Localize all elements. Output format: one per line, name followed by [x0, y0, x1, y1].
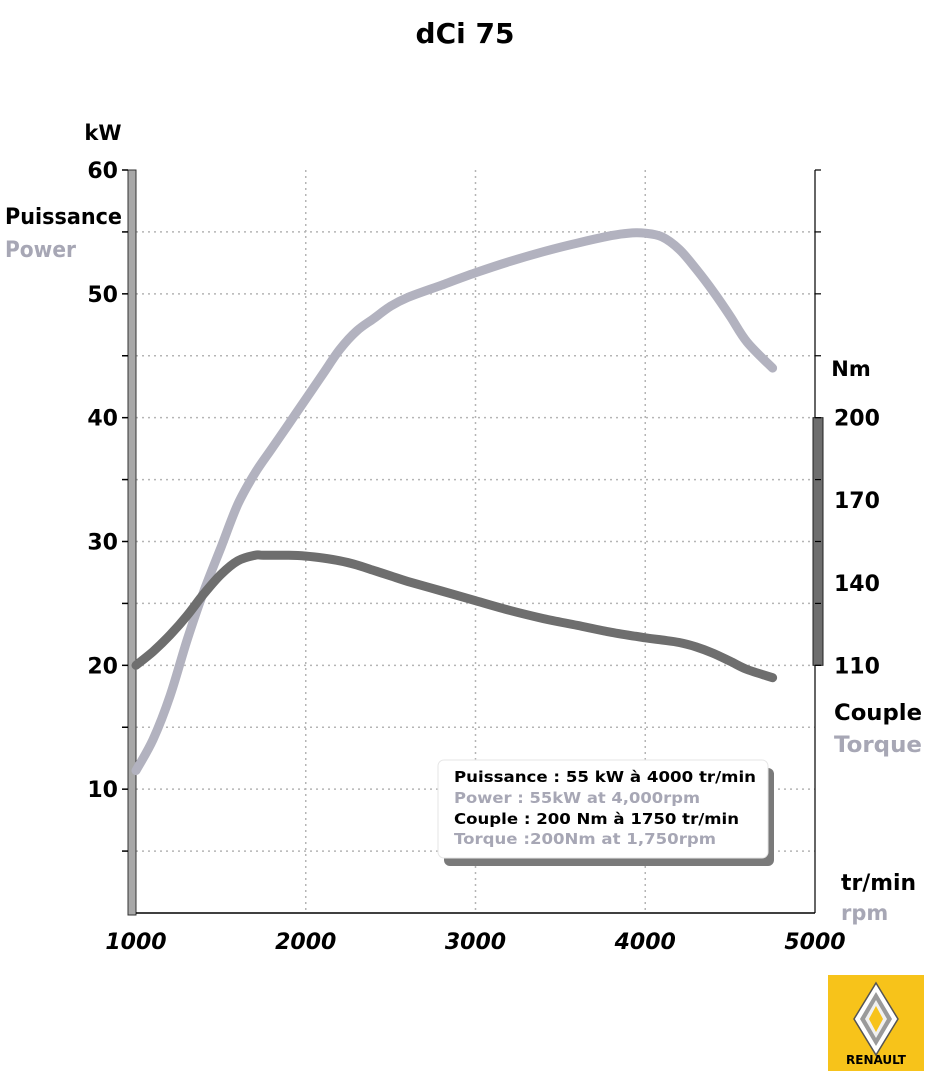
logo-wordmark: RENAULT	[846, 1053, 907, 1067]
power-curve	[131, 228, 778, 776]
legend-line-power-fr: Puissance : 55 kW à 4000 tr/min	[454, 768, 756, 786]
left-axis-label-en: Power	[5, 238, 76, 263]
left-axis-label-fr: Puissance	[5, 205, 122, 230]
right-axis-label-en: Torque	[834, 733, 922, 758]
left-tick-labels: 10 20 30 40 50 60	[87, 159, 118, 803]
right-tick-labels: 110 140 170 200	[834, 407, 880, 680]
left-tick-label: 60	[87, 159, 118, 184]
left-tick-label: 20	[87, 654, 118, 679]
torque-curve	[131, 550, 778, 683]
diamond-icon	[853, 981, 899, 1057]
right-tick-label: 140	[834, 572, 880, 597]
left-tick-label: 40	[87, 407, 118, 432]
legend-line-torque-fr: Couple : 200 Nm à 1750 tr/min	[454, 810, 739, 828]
chart-title: dCi 75	[416, 17, 515, 50]
legend-box-body	[437, 759, 769, 859]
right-tick-label: 110	[834, 654, 880, 679]
left-tick-label: 30	[87, 531, 118, 556]
x-tick-labels: 1000 2000 3000 4000 5000	[105, 930, 845, 955]
x-tick-label: 1000	[105, 930, 166, 955]
left-tick-label: 10	[87, 778, 118, 803]
legend-line-power-en: Power : 55kW at 4,000rpm	[454, 789, 700, 807]
right-tick-label: 200	[834, 407, 880, 432]
renault-logo: RENAULT	[828, 975, 924, 1071]
series-layer	[131, 228, 778, 776]
right-axis-label-fr: Couple	[834, 701, 922, 726]
left-axis-unit: kW	[84, 121, 121, 145]
x-tick-label: 3000	[445, 930, 506, 955]
left-axis-bar	[127, 169, 137, 916]
legend-box: Puissance : 55 kW à 4000 tr/min Power : …	[437, 759, 774, 866]
x-tick-label: 2000	[275, 930, 336, 955]
x-axis-unit-fr: tr/min	[841, 871, 916, 896]
right-axis-unit: Nm	[831, 357, 870, 381]
axes	[122, 169, 824, 916]
left-tick-label: 50	[87, 283, 118, 308]
x-tick-label: 5000	[784, 930, 845, 955]
legend-line-torque-en: Torque :200Nm at 1,750rpm	[454, 830, 716, 848]
x-tick-label: 4000	[614, 930, 676, 955]
right-tick-label: 170	[834, 489, 880, 514]
x-axis-unit-en: rpm	[841, 901, 888, 925]
